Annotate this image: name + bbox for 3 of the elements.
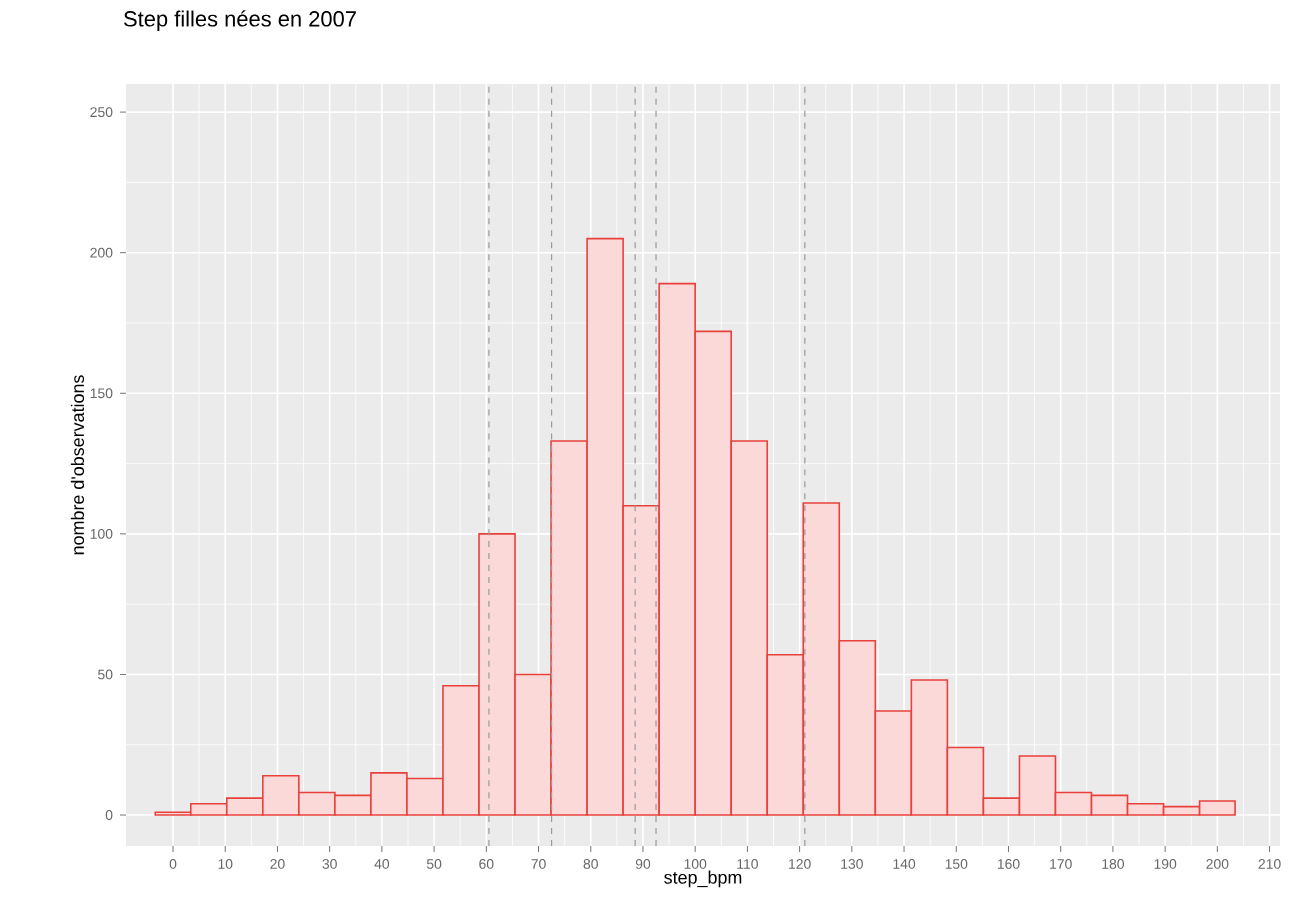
x-axis-title: step_bpm bbox=[664, 870, 742, 888]
chart-title: Step filles nées en 2007 bbox=[124, 10, 356, 31]
y-axis-title: nombre d'observations bbox=[70, 375, 85, 555]
